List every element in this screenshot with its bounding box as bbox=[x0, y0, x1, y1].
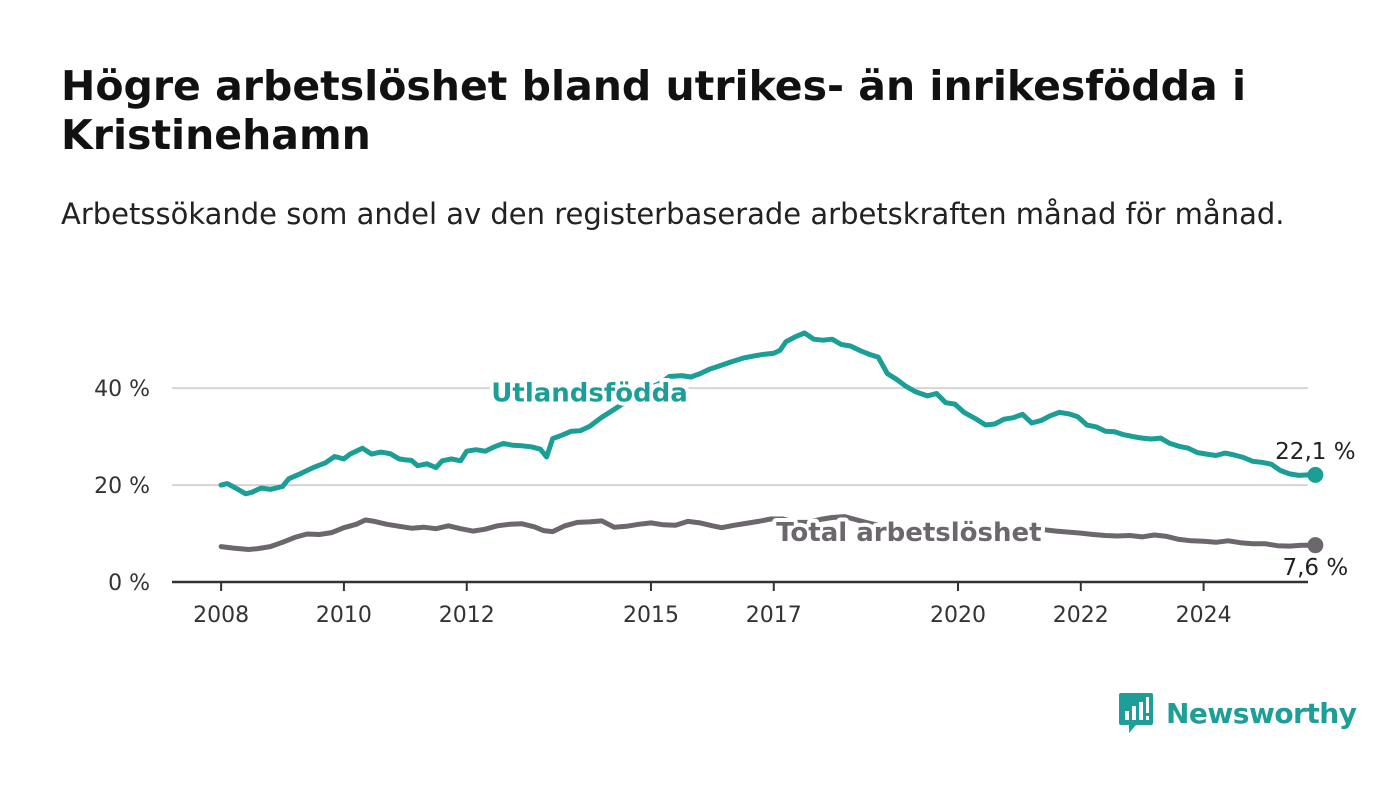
x-tick-label: 2012 bbox=[439, 603, 495, 628]
series-name-utlandsfodda: Utlandsfödda bbox=[491, 379, 688, 409]
x-tick-label: 2020 bbox=[930, 603, 986, 628]
x-tick-label: 2008 bbox=[193, 603, 249, 628]
newsworthy-logo-icon bbox=[1119, 693, 1153, 733]
chart-title: Högre arbetslöshet bland utrikes- än inr… bbox=[61, 62, 1246, 159]
end-value-label-utlandsfodda: 22,1 % bbox=[1275, 439, 1355, 465]
x-tick-label: 2022 bbox=[1053, 603, 1109, 628]
end-point-total bbox=[1307, 537, 1324, 554]
x-tick-label: 2010 bbox=[316, 603, 372, 628]
series-line-total bbox=[218, 514, 1318, 552]
brand-logo[interactable]: Newsworthy bbox=[1118, 690, 1357, 736]
x-tick-label: 2017 bbox=[746, 603, 802, 628]
series-name-total: Total arbetslöshet bbox=[776, 518, 1041, 548]
chart-subtitle: Arbetssökande som andel av den registerb… bbox=[61, 197, 1285, 231]
end-point-utlandsfodda bbox=[1307, 466, 1324, 483]
series-line-utlandsfodda bbox=[218, 330, 1318, 497]
x-tick-label: 2024 bbox=[1176, 603, 1232, 628]
x-tick-label: 2015 bbox=[623, 603, 679, 628]
y-tick-label: 40 % bbox=[94, 377, 150, 402]
end-value-label-total: 7,6 % bbox=[1282, 555, 1348, 581]
axes: 0 % 20 % 40 % 2008 2010 2012 2015 2017 2020 2022 2… bbox=[94, 377, 1308, 628]
y-tick-label: 20 % bbox=[94, 474, 150, 499]
y-tick-label: 0 % bbox=[108, 571, 150, 596]
gridlines bbox=[172, 387, 1308, 487]
series-lines bbox=[218, 330, 1324, 554]
series-labels: 22,1 % 7,6 % Utlandsfödda Total arbetslöshe… bbox=[487, 375, 1358, 584]
brand-name: Newsworthy bbox=[1166, 696, 1357, 730]
